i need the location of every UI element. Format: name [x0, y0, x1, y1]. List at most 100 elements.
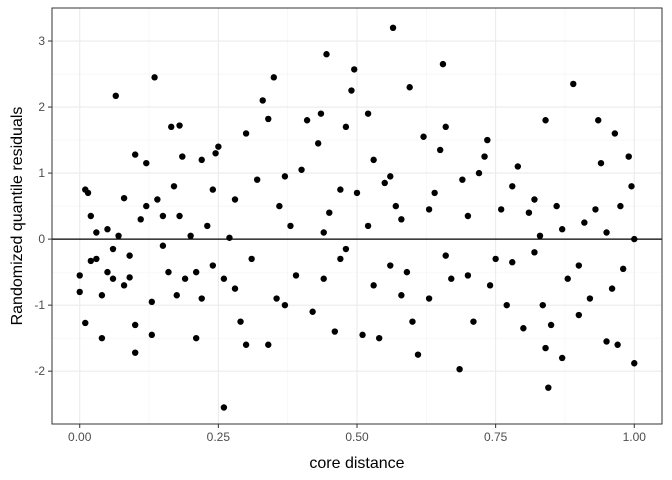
- point: [265, 115, 272, 123]
- point: [168, 123, 175, 131]
- point: [76, 272, 83, 279]
- panel-border: [51, 7, 663, 425]
- point: [248, 255, 255, 263]
- point: [82, 319, 89, 327]
- point: [173, 292, 180, 299]
- point: [115, 232, 122, 240]
- point: [242, 341, 250, 348]
- point: [459, 176, 466, 183]
- point: [273, 295, 280, 302]
- point: [403, 268, 411, 276]
- point: [170, 183, 178, 190]
- point: [595, 117, 602, 124]
- point: [628, 183, 635, 190]
- point: [542, 344, 549, 352]
- point: [558, 226, 566, 233]
- point: [608, 285, 616, 292]
- point: [611, 130, 619, 137]
- point: [464, 272, 472, 279]
- point: [148, 331, 156, 339]
- point: [93, 229, 100, 236]
- point: [625, 153, 632, 160]
- point: [497, 206, 505, 213]
- point: [592, 206, 599, 213]
- point: [603, 338, 610, 345]
- point: [220, 275, 228, 282]
- x-tick-label: 1.00: [623, 430, 647, 444]
- point: [414, 351, 422, 358]
- point: [531, 196, 538, 203]
- point: [425, 295, 433, 302]
- point: [575, 262, 583, 269]
- point: [192, 334, 200, 342]
- point: [442, 252, 449, 259]
- point: [320, 275, 327, 282]
- point: [509, 259, 516, 266]
- point: [525, 209, 533, 216]
- point: [520, 325, 527, 332]
- point: [270, 74, 278, 81]
- point: [348, 87, 355, 94]
- point: [143, 159, 150, 167]
- point: [131, 151, 139, 158]
- point: [176, 212, 183, 220]
- point: [143, 202, 150, 210]
- point: [220, 404, 228, 411]
- point: [176, 122, 183, 129]
- point: [558, 354, 566, 362]
- point: [298, 166, 305, 173]
- point: [259, 97, 266, 104]
- point: [137, 216, 144, 223]
- point: [131, 349, 139, 356]
- point: [126, 274, 133, 281]
- y-tick-label: 3: [38, 34, 45, 48]
- point: [542, 117, 549, 124]
- point: [564, 275, 571, 282]
- point: [131, 321, 139, 329]
- y-axis-label: Randomized quantile residuals: [9, 107, 26, 326]
- point: [120, 282, 128, 289]
- point: [364, 110, 372, 117]
- point: [509, 183, 516, 190]
- point: [281, 173, 289, 180]
- point: [631, 360, 638, 367]
- point: [231, 196, 239, 203]
- y-tick-label: 1: [38, 166, 45, 180]
- point: [309, 308, 316, 315]
- point: [470, 318, 477, 325]
- point: [531, 249, 538, 256]
- point: [536, 232, 544, 240]
- point: [547, 321, 555, 329]
- point: [486, 282, 494, 289]
- point: [617, 202, 624, 210]
- point: [126, 252, 133, 259]
- point: [120, 194, 128, 202]
- point: [226, 234, 233, 241]
- point: [389, 24, 397, 32]
- point: [287, 222, 294, 230]
- point: [323, 51, 330, 58]
- point: [409, 318, 416, 325]
- point: [364, 222, 372, 230]
- point: [104, 226, 111, 233]
- y-tick-label: 2: [38, 100, 45, 114]
- point: [98, 334, 106, 342]
- point: [154, 196, 161, 203]
- point: [375, 334, 383, 342]
- point: [181, 275, 189, 282]
- point: [198, 156, 205, 164]
- point: [104, 268, 111, 276]
- point: [553, 202, 560, 210]
- point: [76, 288, 83, 296]
- point: [109, 275, 117, 282]
- point: [317, 110, 325, 117]
- point: [179, 153, 186, 160]
- point: [570, 80, 577, 88]
- point: [514, 163, 522, 170]
- point: [215, 143, 222, 150]
- point: [204, 222, 211, 230]
- point: [370, 156, 377, 164]
- point: [406, 84, 413, 91]
- point: [481, 153, 488, 160]
- point: [242, 130, 250, 137]
